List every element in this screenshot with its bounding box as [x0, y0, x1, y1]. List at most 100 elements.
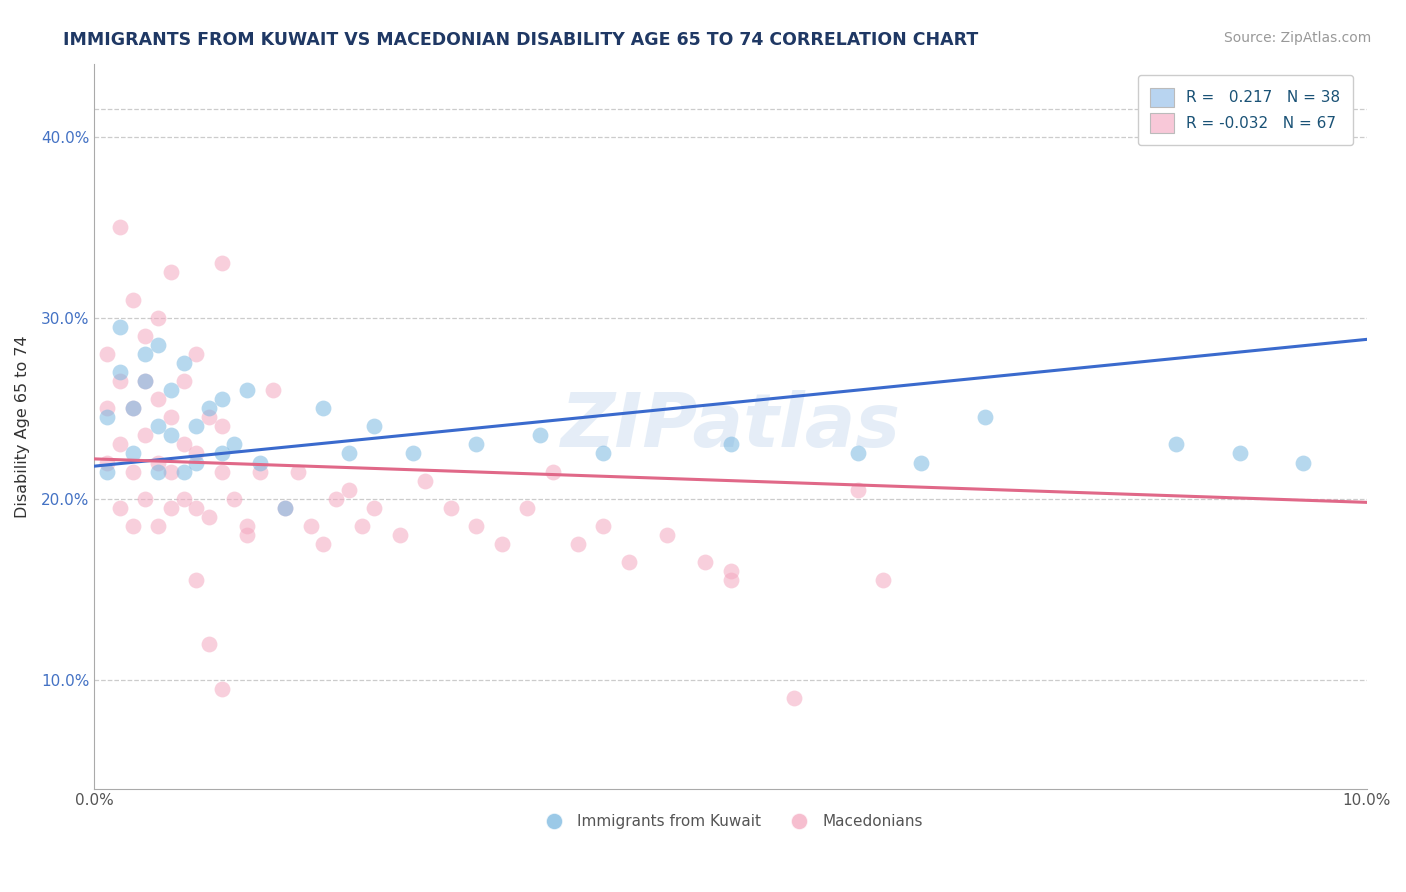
Point [274, 500, 297, 515]
Point [211, 392, 233, 406]
Point [134, 491, 156, 506]
Point [96, 456, 118, 470]
Point [146, 456, 169, 470]
Point [146, 519, 169, 533]
Point [413, 474, 436, 488]
Point [720, 437, 742, 451]
Point [211, 681, 233, 696]
Text: Source: ZipAtlas.com: Source: ZipAtlas.com [1223, 31, 1371, 45]
Point [224, 491, 246, 506]
Point [567, 537, 589, 551]
Point [465, 437, 488, 451]
Point [159, 500, 181, 515]
Point [720, 573, 742, 587]
Point [541, 465, 564, 479]
Point [159, 428, 181, 442]
Point [121, 401, 143, 416]
Point [159, 383, 181, 397]
Point [274, 500, 297, 515]
Text: ZIPatlas: ZIPatlas [561, 390, 901, 463]
Point [146, 419, 169, 434]
Point [783, 690, 806, 705]
Point [146, 392, 169, 406]
Point [1292, 456, 1315, 470]
Point [236, 383, 259, 397]
Point [173, 374, 195, 388]
Point [134, 347, 156, 361]
Y-axis label: Disability Age 65 to 74: Disability Age 65 to 74 [15, 335, 30, 517]
Point [173, 356, 195, 370]
Point [121, 401, 143, 416]
Point [108, 319, 131, 334]
Point [337, 483, 360, 497]
Point [516, 500, 538, 515]
Point [134, 374, 156, 388]
Point [236, 528, 259, 542]
Point [146, 310, 169, 325]
Point [96, 465, 118, 479]
Point [1229, 446, 1251, 460]
Point [211, 465, 233, 479]
Point [312, 537, 335, 551]
Point [198, 509, 221, 524]
Point [173, 437, 195, 451]
Point [186, 456, 208, 470]
Point [121, 465, 143, 479]
Point [146, 338, 169, 352]
Point [363, 419, 385, 434]
Point [146, 465, 169, 479]
Point [299, 519, 322, 533]
Point [108, 437, 131, 451]
Point [491, 537, 513, 551]
Point [465, 519, 488, 533]
Point [134, 374, 156, 388]
Point [655, 528, 678, 542]
Point [617, 555, 640, 569]
Point [211, 256, 233, 270]
Point [262, 383, 284, 397]
Point [198, 637, 221, 651]
Point [134, 328, 156, 343]
Point [121, 293, 143, 307]
Point [249, 456, 271, 470]
Point [173, 491, 195, 506]
Point [720, 564, 742, 578]
Point [186, 573, 208, 587]
Legend: Immigrants from Kuwait, Macedonians: Immigrants from Kuwait, Macedonians [533, 808, 928, 835]
Point [173, 465, 195, 479]
Point [108, 220, 131, 235]
Point [211, 446, 233, 460]
Point [440, 500, 463, 515]
Point [186, 446, 208, 460]
Point [96, 401, 118, 416]
Point [388, 528, 411, 542]
Point [287, 465, 309, 479]
Point [186, 419, 208, 434]
Point [108, 365, 131, 379]
Point [121, 446, 143, 460]
Point [186, 347, 208, 361]
Point [350, 519, 373, 533]
Point [401, 446, 423, 460]
Point [872, 573, 894, 587]
Point [198, 401, 221, 416]
Point [96, 410, 118, 425]
Point [910, 456, 932, 470]
Point [249, 465, 271, 479]
Point [592, 519, 614, 533]
Point [134, 428, 156, 442]
Point [198, 410, 221, 425]
Point [529, 428, 551, 442]
Point [236, 519, 259, 533]
Point [108, 500, 131, 515]
Point [211, 419, 233, 434]
Text: IMMIGRANTS FROM KUWAIT VS MACEDONIAN DISABILITY AGE 65 TO 74 CORRELATION CHART: IMMIGRANTS FROM KUWAIT VS MACEDONIAN DIS… [63, 31, 979, 49]
Point [846, 446, 869, 460]
Point [337, 446, 360, 460]
Point [108, 374, 131, 388]
Point [186, 500, 208, 515]
Point [846, 483, 869, 497]
Point [224, 437, 246, 451]
Point [159, 265, 181, 279]
Point [325, 491, 347, 506]
